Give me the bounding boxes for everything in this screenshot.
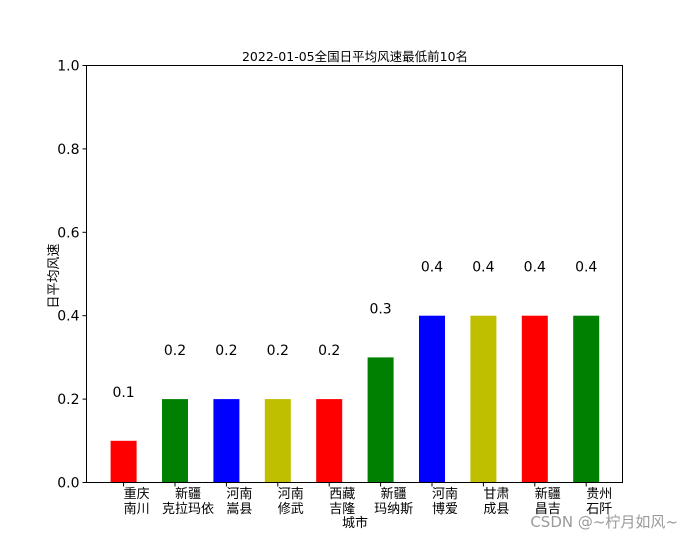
bar-value-label: 0.4 — [575, 260, 597, 276]
y-tick-label: 0.8 — [57, 142, 79, 158]
x-tick-label-line1: 河南 — [432, 486, 458, 502]
x-axis: 重庆南川新疆克拉玛依河南嵩县河南修武西藏吉隆新疆玛纳斯河南博爱甘肃成县新疆昌吉贵… — [123, 482, 612, 517]
bar-value-label: 0.3 — [369, 301, 391, 317]
y-tick-label: 0.0 — [57, 476, 79, 492]
x-tick-label-line1: 重庆 — [124, 486, 150, 502]
bar — [470, 315, 497, 483]
x-tick-label-line2: 修武 — [278, 502, 304, 517]
y-tick-label: 0.4 — [57, 309, 79, 325]
chart-title: 2022-01-05全国日平均风速最低前10名 — [242, 49, 468, 64]
x-tick-label-line1: 河南 — [226, 486, 252, 502]
x-tick-label-line1: 贵州 — [586, 487, 612, 502]
bar-value-label: 0.4 — [421, 260, 443, 276]
x-tick-label-line1: 新疆 — [381, 486, 407, 502]
bar — [573, 315, 600, 483]
bar-value-label: 0.2 — [164, 343, 186, 359]
bar-value-label: 0.2 — [267, 343, 289, 359]
bar — [367, 357, 394, 483]
bar — [521, 315, 548, 483]
x-tick-label-line1: 新疆 — [175, 486, 201, 502]
bar-value-label: 0.4 — [472, 260, 494, 276]
x-tick-label-line2: 石阡 — [586, 502, 612, 517]
bar — [264, 399, 291, 483]
x-axis-label: 城市 — [342, 515, 368, 531]
x-tick-label-line2: 嵩县 — [226, 502, 252, 517]
x-tick-label-line2: 博爱 — [432, 502, 458, 517]
watermark-text: CSDN @~柠月如风~ — [530, 513, 678, 531]
x-tick-label-line1: 新疆 — [535, 486, 561, 502]
x-tick-label-line1: 河南 — [278, 486, 304, 502]
x-tick-label-line2: 昌吉 — [535, 502, 561, 517]
y-tick-label: 0.2 — [57, 392, 79, 408]
bar — [316, 399, 343, 483]
value-labels-group: 0.1 0.2 0.2 0.2 0.2 0.3 0.4 0.4 0.4 0.4 — [112, 260, 597, 401]
bar-value-label: 0.1 — [112, 385, 134, 401]
bars-group — [110, 315, 600, 483]
bar-value-label: 0.2 — [215, 343, 237, 359]
bar — [419, 315, 445, 483]
bar — [162, 399, 188, 483]
x-tick-label-line2: 吉隆 — [329, 502, 355, 517]
bar — [110, 440, 137, 483]
x-tick-label-line2: 克拉玛依 — [162, 502, 214, 517]
bar — [213, 399, 240, 483]
x-tick-label-line1: 西藏 — [329, 487, 355, 502]
x-tick-label-line2: 南川 — [124, 501, 150, 517]
bar-value-label: 0.2 — [318, 343, 340, 359]
y-axis-label: 日平均风速 — [47, 243, 62, 308]
y-tick-label: 1.0 — [57, 59, 79, 75]
plot-frame — [86, 65, 623, 483]
y-axis: 0.0 0.2 0.4 0.6 0.8 1.0 — [57, 59, 87, 492]
x-tick-label-line1: 甘肃 — [483, 487, 509, 502]
y-tick-label: 0.6 — [57, 225, 79, 241]
x-tick-label-line2: 玛纳斯 — [374, 502, 413, 517]
x-tick-label-line2: 成县 — [483, 502, 509, 517]
bar-value-label: 0.4 — [524, 260, 546, 276]
